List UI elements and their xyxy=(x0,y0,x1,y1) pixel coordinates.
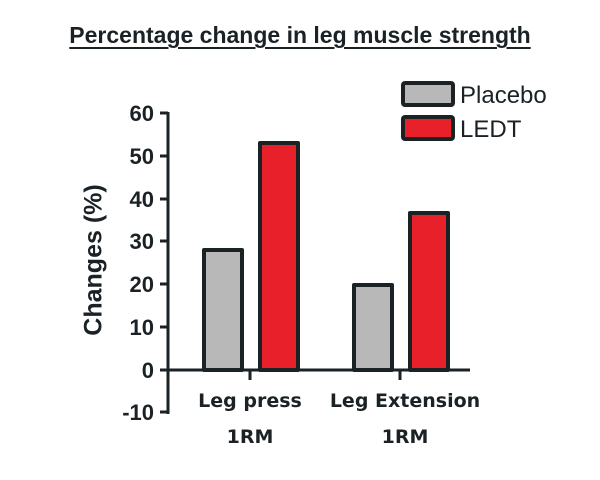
bars xyxy=(202,141,450,372)
legend-label-ledt: LEDT xyxy=(460,116,522,143)
category-leg-press-line2: 1RM xyxy=(227,426,274,448)
y-tick-0: 0 xyxy=(142,358,154,383)
legend: Placebo LEDT xyxy=(401,81,547,143)
y-tick-30: 30 xyxy=(130,229,154,254)
y-tick-20: 20 xyxy=(130,272,154,297)
category-leg-press-line1: Leg press xyxy=(198,390,302,412)
y-tick-neg10: -10 xyxy=(122,400,154,425)
y-tick-10: 10 xyxy=(130,315,154,340)
y-axis-label: Changes (%) xyxy=(80,184,108,335)
legend-label-placebo: Placebo xyxy=(460,82,547,109)
chart-title: Percentage change in leg muscle strength xyxy=(69,22,531,48)
y-tick-50: 50 xyxy=(130,144,154,169)
bar-placebo-leg-extension xyxy=(352,283,394,372)
y-tick-40: 40 xyxy=(130,187,154,212)
bar-placebo-leg-press xyxy=(202,248,244,372)
category-leg-extension-line1: Leg Extension xyxy=(330,390,480,412)
legend-swatch-ledt xyxy=(401,115,455,141)
bar-ledt-leg-press xyxy=(258,141,300,372)
y-tick-60: 60 xyxy=(130,101,154,126)
category-leg-extension-line2: 1RM xyxy=(382,426,429,448)
legend-swatch-placebo xyxy=(401,81,455,107)
x-category-labels: Leg press 1RM Leg Extension 1RM xyxy=(198,390,480,448)
bar-ledt-leg-extension xyxy=(408,211,450,372)
y-tick-labels: 60 50 40 30 20 10 0 -10 xyxy=(122,101,154,425)
y-ticks xyxy=(160,111,168,414)
